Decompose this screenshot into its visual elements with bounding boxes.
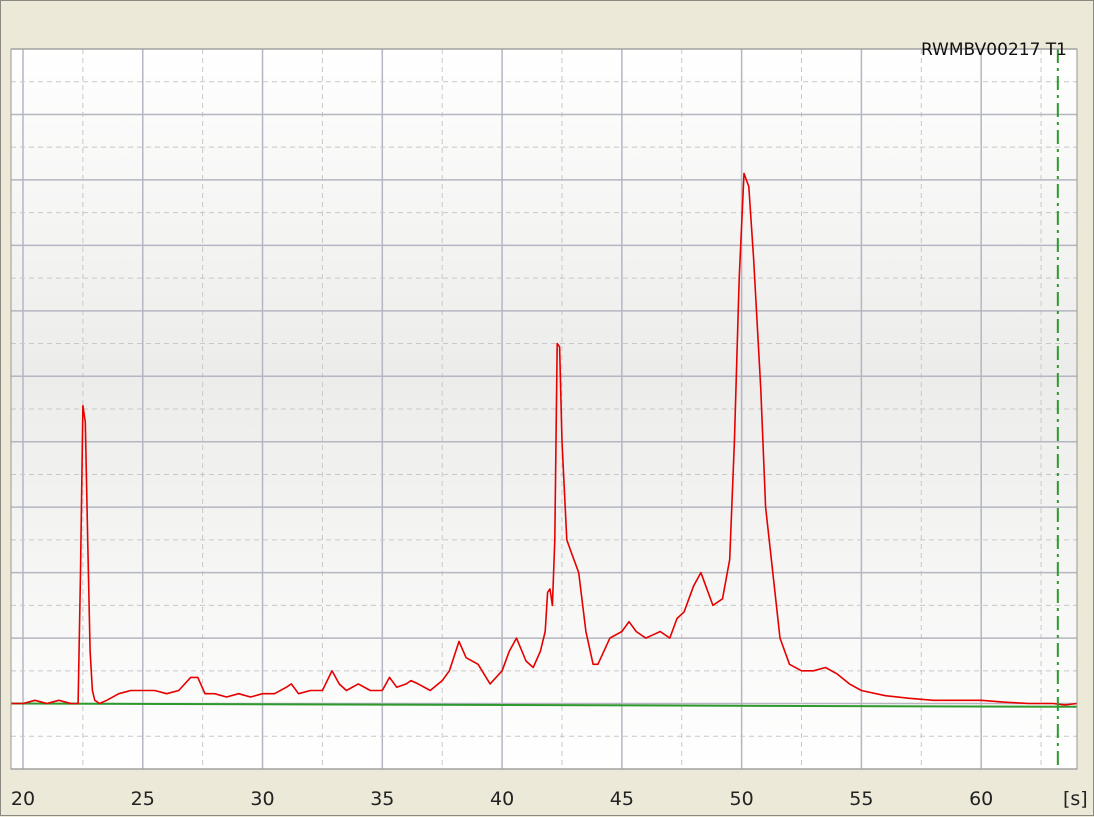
series-group <box>10 48 1078 770</box>
x-tick-label: 25 <box>131 788 155 810</box>
trace-label: RWMBV00217 T1 <box>921 40 1067 60</box>
grid <box>11 48 1077 770</box>
x-tick-label: 30 <box>250 788 274 810</box>
x-axis-ticks: 20 25 30 35 40 45 50 55 60 <box>11 788 993 810</box>
signal-line <box>11 172 1078 706</box>
x-tick-label: 60 <box>969 788 993 810</box>
plot-border <box>10 48 1078 770</box>
x-tick-label: 40 <box>490 788 514 810</box>
x-tick-label: 50 <box>730 788 754 810</box>
x-tick-label: 55 <box>849 788 873 810</box>
x-tick-label: 20 <box>11 788 35 810</box>
x-tick-label: 45 <box>610 788 634 810</box>
x-tick-label: 35 <box>370 788 394 810</box>
baseline-line <box>10 702 1078 708</box>
x-axis-unit: [s] <box>1063 788 1088 810</box>
